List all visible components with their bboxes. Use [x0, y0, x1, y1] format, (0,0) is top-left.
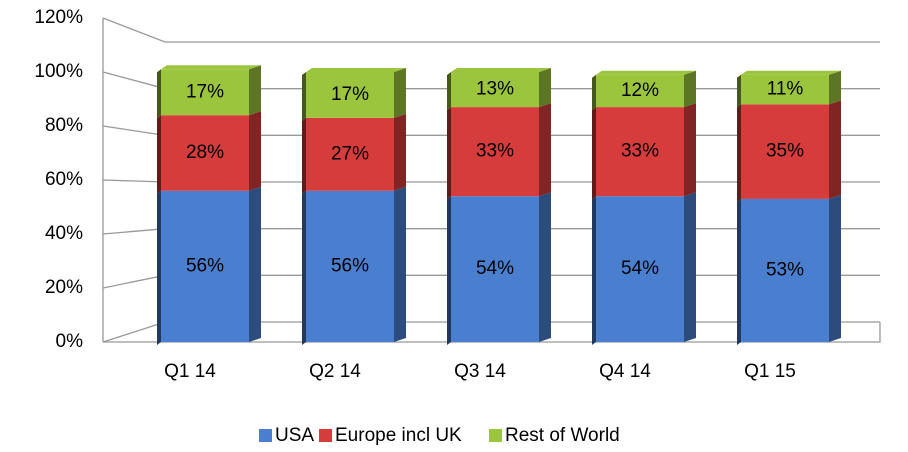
data-label: 17% [331, 84, 369, 105]
bar-top [161, 65, 261, 70]
y-tick-label: 80% [45, 115, 83, 136]
bar-segment [741, 74, 829, 105]
bar-side [539, 103, 551, 197]
bar-side [829, 100, 841, 199]
bar-side [447, 72, 451, 111]
bar-side [157, 115, 161, 194]
bar-side [737, 198, 741, 345]
bar-side [157, 190, 161, 345]
bar-segment [161, 115, 249, 191]
data-label: 12% [621, 80, 659, 101]
bar-side [302, 72, 306, 121]
bar-side [684, 103, 696, 197]
bar-side [684, 192, 696, 342]
data-label: 13% [476, 79, 514, 100]
legend-label: USA [275, 425, 314, 446]
y-tick-label: 60% [45, 169, 83, 190]
data-label: 28% [186, 142, 224, 163]
legend-swatch [489, 429, 502, 442]
bar-side [737, 74, 741, 108]
bar-segment [306, 72, 394, 118]
legend-swatch [259, 429, 272, 442]
bar-segment [596, 107, 684, 197]
data-label: 27% [331, 143, 369, 164]
bar-side [249, 65, 261, 116]
x-tick-label: Q3 14 [454, 361, 506, 382]
bar-segment [451, 107, 539, 197]
legend-swatch [319, 429, 332, 442]
bar-side [539, 192, 551, 342]
data-label: 54% [621, 258, 659, 279]
y-tick-label: 40% [45, 223, 83, 244]
x-tick-label: Q2 14 [309, 361, 361, 382]
data-label: 33% [621, 141, 659, 162]
bar-side [592, 107, 596, 200]
bar-segment [161, 69, 249, 116]
bar-segment [596, 74, 684, 108]
bar-segment [596, 196, 684, 342]
data-label: 17% [186, 81, 224, 102]
data-label: 11% [767, 79, 804, 100]
data-label: 53% [766, 259, 804, 280]
bar-segment [741, 198, 829, 342]
y-tick-label: 120% [34, 7, 83, 28]
data-label: 56% [331, 255, 369, 276]
data-label: 35% [766, 141, 804, 162]
bar-side [829, 194, 841, 342]
bar-side [539, 68, 551, 108]
bar-side [684, 70, 696, 108]
legend-label: Rest of World [505, 425, 620, 446]
data-label: 54% [476, 258, 514, 279]
data-label: 56% [186, 255, 224, 276]
y-tick-label: 100% [34, 61, 83, 82]
x-tick-label: Q4 14 [599, 361, 651, 382]
grid-line [102, 17, 880, 43]
bar-side [302, 117, 306, 194]
legend-label: Europe incl UK [335, 425, 462, 446]
bar-side [447, 196, 451, 345]
bar-segment [306, 190, 394, 342]
bar-top [451, 68, 551, 72]
bar-side [394, 113, 406, 191]
bar-side [737, 104, 741, 202]
bar-side [302, 190, 306, 345]
bar-side [592, 196, 596, 345]
bar-top [306, 68, 406, 72]
x-tick-label: Q1 15 [744, 361, 796, 382]
bar-side [829, 70, 841, 105]
x-tick-label: Q1 14 [164, 361, 216, 382]
bar-top [596, 70, 696, 75]
y-tick-label: 20% [45, 277, 83, 298]
bar-side [394, 186, 406, 342]
bar-segment [161, 190, 249, 342]
bar-segment [451, 196, 539, 342]
y-tick-label: 0% [56, 331, 84, 352]
bar-side [249, 111, 261, 191]
bar-side [249, 186, 261, 342]
bar-side [394, 68, 406, 118]
bar-side [447, 107, 451, 200]
bar-side [592, 74, 596, 111]
data-label: 33% [476, 141, 514, 162]
bar-segment [451, 72, 539, 108]
bar-segment [741, 104, 829, 199]
bar-side [157, 69, 161, 119]
bar-top [741, 70, 841, 75]
bar-segment [306, 117, 394, 191]
